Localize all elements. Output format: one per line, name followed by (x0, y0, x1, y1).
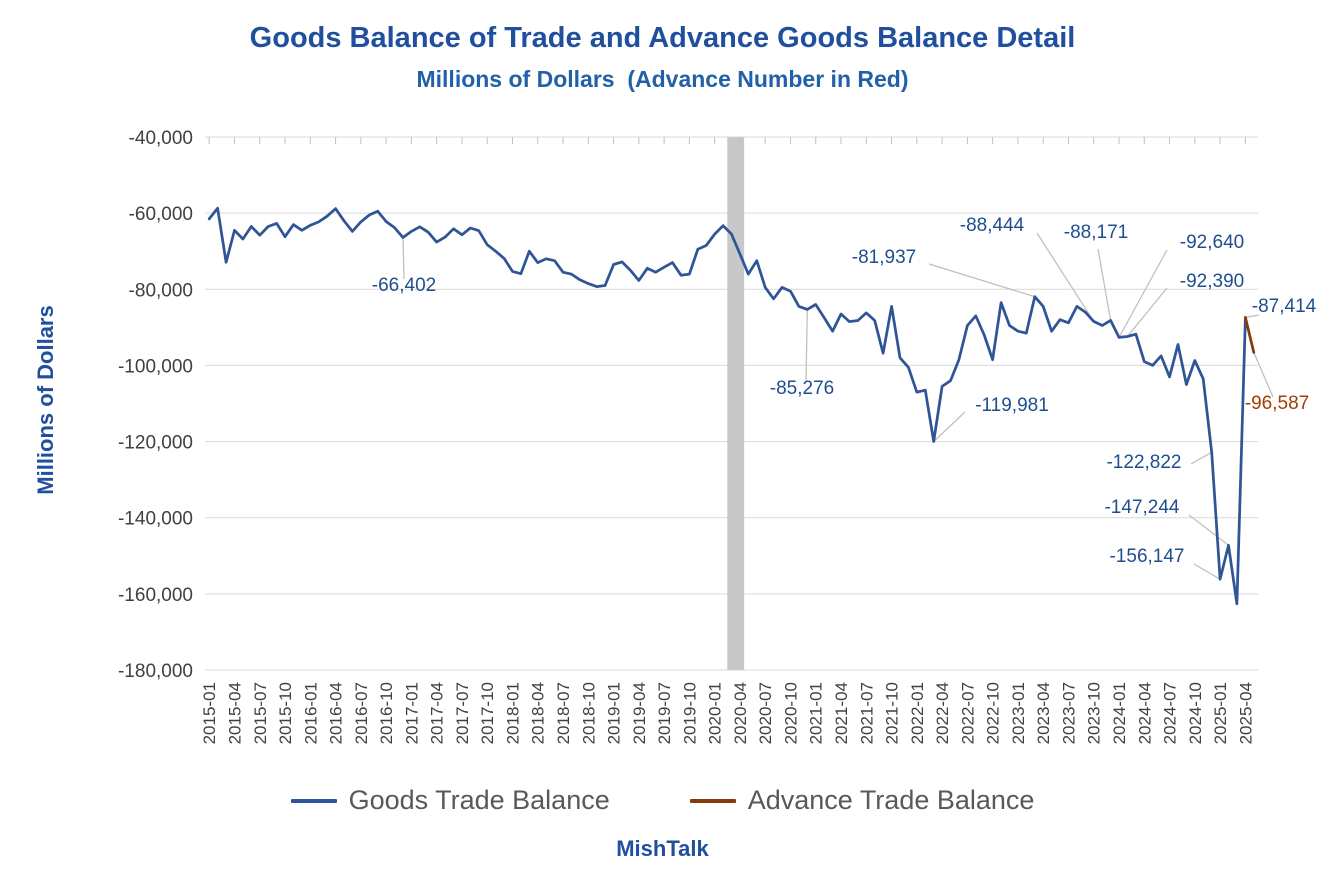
annotation-label: -122,822 (1106, 452, 1181, 473)
x-tick-label: 2023-01 (1009, 682, 1028, 744)
annotation-label: -88,444 (960, 215, 1025, 236)
annotation-label: -119,981 (975, 395, 1049, 416)
y-tick-label: -80,000 (129, 280, 193, 301)
legend-label-goods: Goods Trade Balance (348, 785, 610, 815)
x-tick-label: 2017-01 (402, 682, 421, 744)
x-tick-label: 2024-01 (1110, 682, 1129, 744)
watermark-mishtalk: MishTalk (616, 836, 709, 861)
annotation-leader (1126, 287, 1168, 337)
y-tick-label: -40,000 (129, 128, 193, 149)
x-tick-label: 2024-10 (1186, 682, 1205, 744)
annotation-leader (1193, 563, 1221, 580)
annotation-label: -66,402 (372, 275, 436, 296)
x-tick-label: 2024-04 (1135, 682, 1154, 744)
annotation-leader (1097, 248, 1112, 321)
x-tick-label: 2020-04 (731, 682, 750, 744)
x-tick-label: 2021-01 (807, 682, 826, 744)
x-tick-label: 2016-04 (327, 682, 346, 744)
x-tick-label: 2025-01 (1211, 682, 1230, 744)
x-tick-label: 2017-07 (453, 682, 472, 744)
goods-line-swatch-icon (290, 798, 337, 803)
legend-item-advance: Advance Trade Balance (689, 785, 1035, 816)
annotation-label: -81,937 (852, 247, 916, 268)
x-tick-label: 2023-04 (1034, 682, 1053, 744)
annotation-leader (805, 309, 808, 382)
advance-trade-balance-line (1244, 316, 1256, 354)
x-tick-label: 2020-10 (781, 682, 800, 744)
annotation-label: -87,414 (1252, 296, 1317, 317)
x-tick-label: 2018-04 (529, 682, 548, 744)
annotation-label: -96,587 (1245, 393, 1309, 414)
y-tick-label: -160,000 (118, 585, 193, 606)
chart-legend: Goods Trade Balance Advance Trade Balanc… (0, 785, 1325, 816)
y-tick-label: -100,000 (118, 356, 193, 377)
goods-trade-balance-line (207, 206, 1247, 606)
x-tick-label: 2023-10 (1085, 682, 1104, 744)
y-tick-label: -120,000 (118, 433, 193, 454)
x-tick-label: 2017-10 (478, 682, 497, 744)
x-tick-label: 2025-04 (1236, 682, 1255, 744)
x-tick-label: 2019-07 (655, 682, 674, 744)
x-tick-label: 2019-04 (630, 682, 649, 744)
annotation-label: -156,147 (1109, 546, 1184, 567)
legend-item-goods: Goods Trade Balance (290, 785, 610, 816)
x-tick-label: 2021-10 (883, 682, 902, 744)
annotation-leader (928, 263, 1035, 298)
x-tick-label: 2024-07 (1161, 682, 1180, 744)
annotation-leader (1245, 314, 1260, 319)
x-tick-label: 2022-01 (908, 682, 927, 744)
x-tick-label: 2016-10 (377, 682, 396, 744)
annotation-label: -147,244 (1104, 497, 1179, 518)
x-tick-label: 2020-01 (706, 682, 725, 744)
x-tick-label: 2021-07 (857, 682, 876, 744)
x-tick-label: 2019-10 (680, 682, 699, 744)
recession-band (727, 137, 745, 670)
annotation-leader (1188, 514, 1229, 546)
x-tick-label: 2022-10 (984, 682, 1003, 744)
annotation-leader (1253, 352, 1274, 398)
y-tick-label: -180,000 (118, 661, 193, 682)
x-tick-label: 2017-04 (428, 682, 447, 744)
chart-title: Goods Balance of Trade and Advance Goods… (249, 22, 1076, 54)
x-tick-label: 2015-01 (200, 682, 219, 744)
chart-subtitle: Millions of Dollars (Advance Number in R… (416, 66, 909, 92)
x-tick-label: 2016-01 (301, 682, 320, 744)
x-tick-label: 2021-04 (832, 682, 851, 744)
annotation-leader (1036, 232, 1095, 322)
x-tick-label: 2020-07 (756, 682, 775, 744)
annotation-leader (1190, 451, 1212, 465)
x-tick-label: 2022-04 (933, 682, 952, 744)
annotation-label: -92,640 (1180, 232, 1244, 253)
x-tick-label: 2023-07 (1059, 682, 1078, 744)
y-tick-label: -60,000 (129, 204, 193, 225)
annotation-label: -88,171 (1064, 222, 1128, 243)
x-tick-label: 2019-01 (605, 682, 624, 744)
annotation-leader (933, 411, 966, 442)
annotation-label: -92,390 (1180, 271, 1244, 292)
x-tick-label: 2015-10 (276, 682, 295, 744)
annotation-label: -85,276 (770, 378, 834, 399)
legend-label-advance: Advance Trade Balance (747, 785, 1035, 815)
x-tick-label: 2022-07 (958, 682, 977, 744)
y-tick-label: -140,000 (118, 509, 193, 530)
x-tick-label: 2015-04 (225, 682, 244, 744)
annotation-leader (1118, 249, 1168, 338)
x-tick-label: 2018-01 (503, 682, 522, 744)
x-tick-label: 2018-07 (554, 682, 573, 744)
x-tick-label: 2015-07 (251, 682, 270, 744)
annotation-leader (402, 237, 405, 280)
x-tick-label: 2018-10 (579, 682, 598, 744)
x-tick-label: 2016-07 (352, 682, 371, 744)
advance-line-swatch-icon (689, 798, 736, 803)
